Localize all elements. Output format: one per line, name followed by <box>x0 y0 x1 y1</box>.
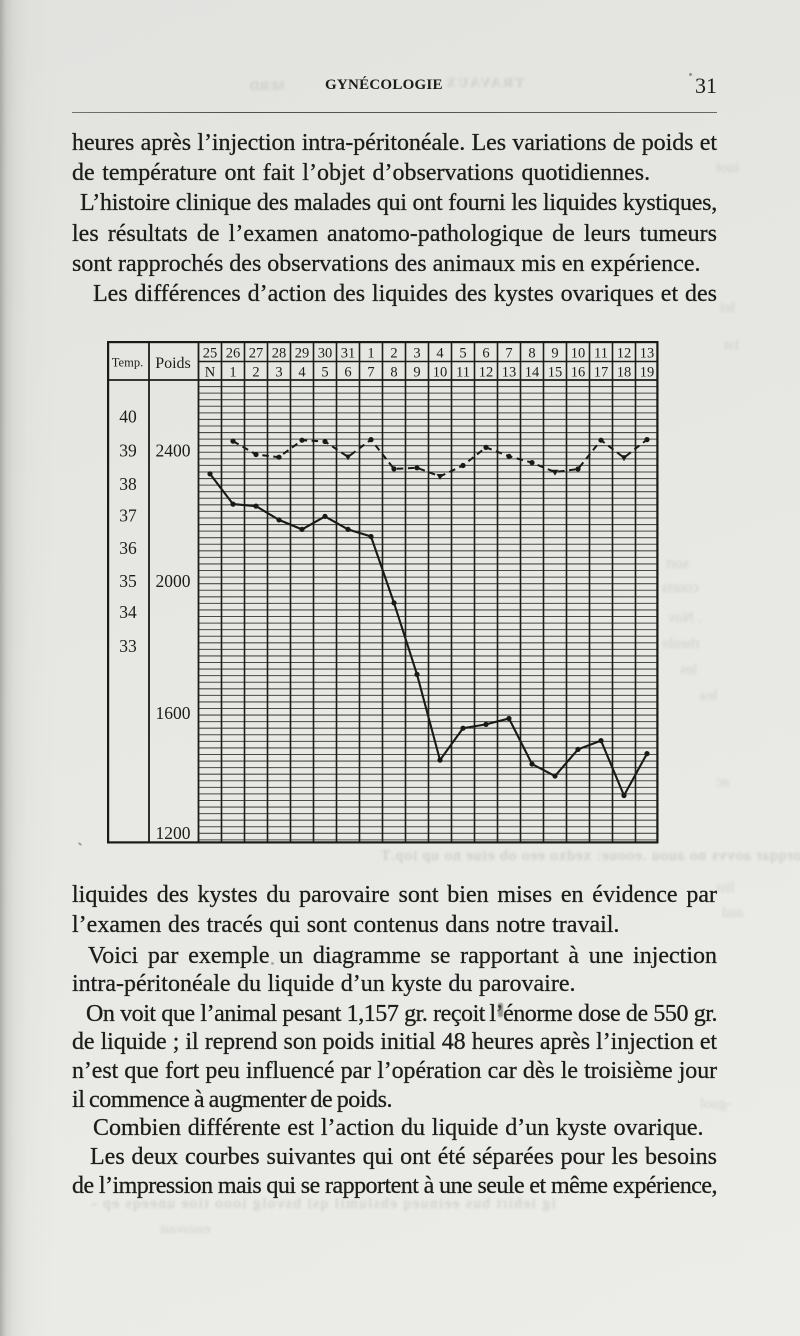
svg-text:9: 9 <box>413 365 420 381</box>
svg-text:11: 11 <box>594 346 608 362</box>
svg-text:3: 3 <box>275 365 282 381</box>
svg-text:1200: 1200 <box>156 823 191 843</box>
svg-text:6: 6 <box>344 365 351 381</box>
svg-text:36: 36 <box>119 538 137 558</box>
svg-text:12: 12 <box>617 346 632 362</box>
svg-text:28: 28 <box>272 346 287 362</box>
svg-text:4: 4 <box>436 346 444 362</box>
svg-text:16: 16 <box>571 365 586 381</box>
svg-text:2000: 2000 <box>156 571 191 591</box>
svg-text:1600: 1600 <box>156 703 191 723</box>
svg-text:30: 30 <box>318 346 333 362</box>
svg-text:N: N <box>205 365 216 381</box>
svg-text:1: 1 <box>229 365 236 381</box>
svg-text:33: 33 <box>119 636 137 656</box>
svg-text:5: 5 <box>459 346 466 362</box>
svg-text:5: 5 <box>321 365 328 381</box>
svg-text:18: 18 <box>617 365 632 381</box>
svg-text:7: 7 <box>505 346 512 362</box>
svg-text:2400: 2400 <box>156 440 191 460</box>
svg-text:4: 4 <box>298 365 306 381</box>
svg-text:8: 8 <box>390 365 397 381</box>
svg-text:13: 13 <box>640 346 655 362</box>
svg-text:40: 40 <box>119 407 137 427</box>
svg-text:11: 11 <box>456 365 470 381</box>
svg-text:13: 13 <box>502 365 517 381</box>
svg-text:31: 31 <box>341 346 356 362</box>
svg-text:19: 19 <box>640 365 655 381</box>
svg-text:10: 10 <box>571 346 586 362</box>
svg-text:10: 10 <box>433 365 448 381</box>
svg-text:17: 17 <box>594 365 609 381</box>
svg-text:7: 7 <box>367 365 374 381</box>
svg-text:14: 14 <box>525 365 540 381</box>
svg-text:29: 29 <box>295 346 310 362</box>
svg-text:Temp.: Temp. <box>112 356 143 370</box>
svg-text:12: 12 <box>479 365 494 381</box>
svg-text:26: 26 <box>226 346 241 362</box>
svg-text:2: 2 <box>390 346 397 362</box>
svg-text:Poids: Poids <box>155 355 191 372</box>
svg-text:37: 37 <box>119 506 137 526</box>
svg-text:6: 6 <box>482 346 489 362</box>
svg-text:1: 1 <box>367 346 374 362</box>
svg-text:38: 38 <box>119 474 137 494</box>
svg-text:15: 15 <box>548 365 563 381</box>
svg-text:34: 34 <box>119 602 137 622</box>
svg-text:27: 27 <box>249 346 264 362</box>
svg-text:8: 8 <box>528 346 535 362</box>
svg-text:2: 2 <box>252 365 259 381</box>
svg-text:25: 25 <box>203 346 218 362</box>
svg-text:39: 39 <box>119 440 137 460</box>
svg-text:9: 9 <box>551 346 558 362</box>
svg-text:35: 35 <box>119 571 137 591</box>
svg-text:3: 3 <box>413 346 420 362</box>
